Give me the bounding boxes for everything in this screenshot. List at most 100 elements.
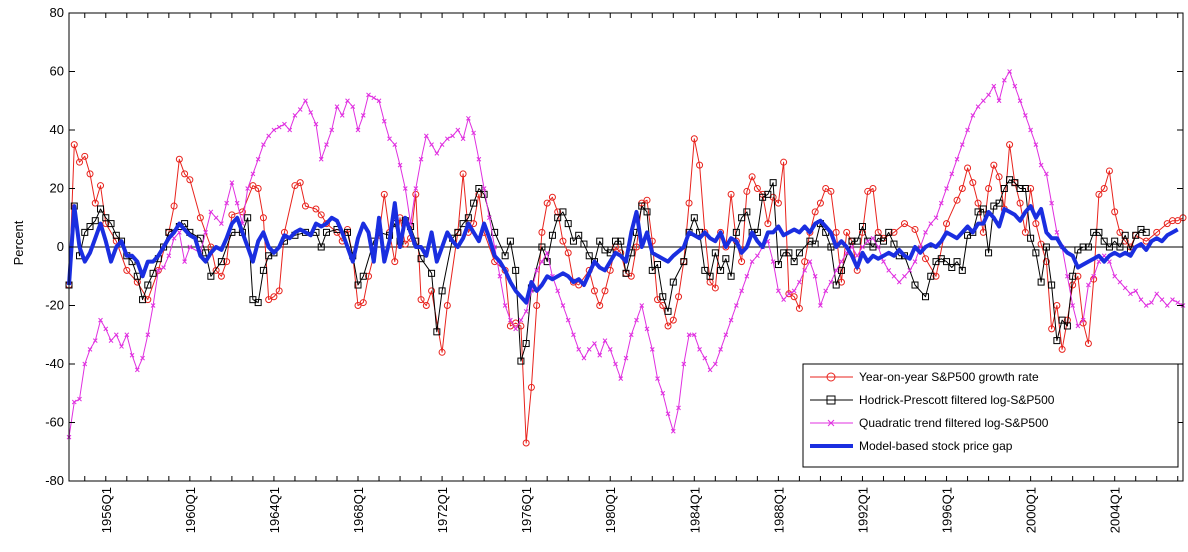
- data-point: [208, 209, 214, 215]
- data-point: [1111, 237, 1119, 245]
- data-point: [723, 332, 729, 338]
- data-point: [795, 304, 803, 312]
- data-point: [738, 258, 746, 266]
- x-tick-label: 1996Q1: [940, 487, 955, 533]
- data-point: [569, 237, 577, 245]
- data-point: [317, 243, 325, 251]
- data-point: [76, 158, 84, 166]
- data-point: [1023, 113, 1028, 118]
- data-point: [597, 352, 603, 358]
- data-point: [259, 266, 267, 274]
- data-point: [785, 249, 793, 257]
- data-point: [443, 302, 451, 309]
- data-point: [575, 231, 583, 239]
- data-point: [564, 220, 572, 228]
- data-point: [769, 179, 777, 187]
- data-point: [727, 190, 735, 198]
- data-point: [1070, 303, 1076, 308]
- data-point: [685, 199, 693, 207]
- data-point: [82, 361, 88, 367]
- legend-item-hodrick-prescott-filtered-log-s-p500: Hodrick-Prescott filtered log-S&P500: [810, 393, 1055, 407]
- data-point: [301, 202, 309, 210]
- data-point: [422, 302, 430, 309]
- y-tick-label: -80: [45, 473, 64, 488]
- data-point: [879, 237, 887, 245]
- data-point: [764, 190, 772, 198]
- data-point: [506, 237, 514, 245]
- y-tick-label: 0: [57, 239, 64, 254]
- y-tick-label: -20: [45, 298, 64, 313]
- data-point: [429, 142, 434, 147]
- data-point: [518, 317, 524, 323]
- data-point: [292, 113, 298, 118]
- data-point: [707, 367, 713, 373]
- data-point: [354, 302, 362, 309]
- data-point: [654, 261, 662, 269]
- data-point: [785, 290, 793, 298]
- data-point: [911, 281, 919, 289]
- data-point: [339, 113, 345, 118]
- data-point: [144, 296, 152, 304]
- data-point: [223, 258, 231, 266]
- series-hodrick-prescott-filtered-log-s-p500: [65, 176, 1150, 365]
- data-point: [922, 293, 930, 301]
- data-point: [139, 296, 147, 304]
- data-point: [291, 182, 299, 190]
- data-point: [92, 338, 98, 343]
- data-point: [958, 266, 966, 274]
- data-point: [108, 338, 114, 343]
- data-point: [297, 107, 303, 112]
- data-point: [807, 259, 813, 264]
- x-tick-label: 1976Q1: [519, 487, 534, 533]
- data-point: [145, 332, 151, 338]
- data-point: [659, 293, 667, 301]
- data-point: [780, 249, 788, 257]
- data-point: [985, 185, 993, 192]
- data-point: [170, 202, 178, 210]
- data-point: [1065, 273, 1070, 279]
- legend-label: Hodrick-Prescott filtered log-S&P500: [859, 393, 1055, 407]
- data-point: [186, 176, 194, 184]
- data-point: [1143, 303, 1149, 308]
- data-point: [1021, 228, 1029, 236]
- data-point: [655, 376, 660, 381]
- data-point: [1142, 228, 1150, 236]
- data-point: [832, 281, 840, 289]
- x-tick-label: 2000Q1: [1024, 487, 1039, 533]
- data-point: [1086, 282, 1091, 288]
- data-point: [217, 258, 225, 266]
- data-point: [1091, 273, 1097, 279]
- data-point: [618, 376, 624, 381]
- data-point: [675, 293, 683, 301]
- data-point: [764, 220, 772, 228]
- data-point: [727, 272, 735, 280]
- data-point: [565, 317, 571, 323]
- data-point: [638, 202, 646, 210]
- data-point: [282, 121, 287, 127]
- data-point: [664, 322, 672, 330]
- data-point: [743, 208, 751, 216]
- data-point: [985, 249, 993, 257]
- data-point: [1021, 185, 1029, 192]
- data-point: [98, 317, 103, 323]
- data-point: [181, 170, 189, 178]
- legend-item-year-on-year-s-p500-growth-rate: Year-on-year S&P500 growth rate: [810, 370, 1039, 384]
- data-point: [607, 347, 613, 352]
- data-point: [885, 228, 893, 236]
- data-point: [275, 287, 283, 295]
- data-point: [112, 231, 120, 239]
- series-layer: [65, 69, 1187, 447]
- data-point: [1105, 243, 1113, 251]
- data-point: [690, 135, 698, 143]
- axes-layer: -80 -60 -40 -20 0 20 40 60 80 1956Q1 1960Q1 1964Q1 1…: [45, 5, 1184, 533]
- data-point: [538, 228, 546, 236]
- data-point: [522, 439, 530, 447]
- data-point: [134, 367, 140, 373]
- data-point: [417, 296, 425, 304]
- data-point: [81, 228, 89, 236]
- data-point: [623, 355, 629, 361]
- data-point: [617, 237, 625, 245]
- data-point: [423, 133, 429, 139]
- data-point: [797, 279, 802, 285]
- data-point: [990, 161, 998, 169]
